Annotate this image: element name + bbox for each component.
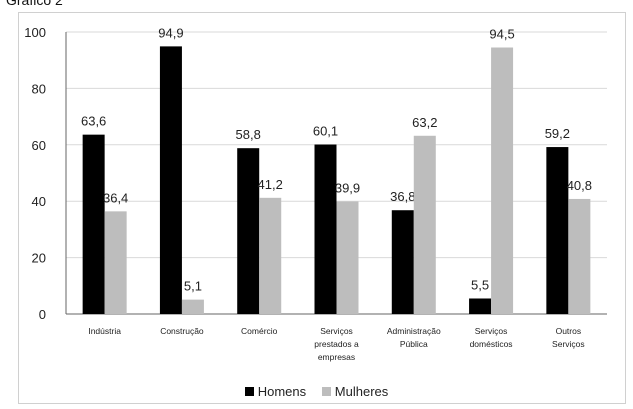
bar-mulheres [337,201,359,314]
x-tick-label: Administração [387,326,441,336]
legend-label-homens: Homens [258,384,306,399]
y-tick-label: 80 [32,81,46,96]
legend-swatch-homens [245,387,254,396]
bar-mulheres [568,199,590,314]
legend-label-mulheres: Mulheres [335,384,388,399]
data-label-mulheres: 40,8 [567,178,592,193]
data-label-homens: 59,2 [545,126,570,141]
x-tick-label: domésticos [470,339,513,349]
data-label-homens: 36,8 [390,189,415,204]
data-label-homens: 94,9 [158,25,183,40]
bar-homens [315,145,337,314]
x-tick-label: prestados a [314,339,359,349]
data-label-homens: 63,6 [81,114,106,129]
data-label-mulheres: 39,9 [335,180,360,195]
bar-mulheres [105,211,127,314]
chart-legend: Homens Mulheres [0,384,633,399]
y-tick-label: 100 [24,25,46,40]
bar-mulheres [414,136,436,314]
bar-homens [392,210,414,314]
x-tick-label: Pública [400,339,428,349]
data-label-mulheres: 36,4 [103,190,128,205]
y-tick-label: 0 [39,307,46,322]
bar-homens [83,135,105,314]
data-label-mulheres: 5,1 [184,279,202,294]
x-tick-label: Construção [160,326,204,336]
bar-homens [237,148,259,314]
y-tick-label: 60 [32,138,46,153]
data-label-homens: 60,1 [313,124,338,139]
y-tick-label: 40 [32,194,46,209]
x-tick-label: Serviços [475,326,508,336]
x-tick-label: Serviços [552,339,585,349]
bar-homens [469,298,491,314]
bar-mulheres [491,48,513,314]
legend-swatch-mulheres [322,387,331,396]
data-label-homens: 58,8 [236,127,261,142]
legend-item-homens: Homens [245,384,306,399]
x-tick-label: Indústria [88,326,121,336]
data-label-mulheres: 63,2 [412,115,437,130]
bar-mulheres [182,300,204,314]
y-tick-label: 20 [32,251,46,266]
legend-item-mulheres: Mulheres [322,384,388,399]
data-label-mulheres: 41,2 [258,177,283,192]
bar-mulheres [259,198,281,314]
data-label-mulheres: 94,5 [489,27,514,42]
x-tick-label: Outros [556,326,582,336]
x-tick-label: Serviços [320,326,353,336]
bar-homens [160,46,182,314]
bar-homens [546,147,568,314]
x-tick-label: Comércio [241,326,278,336]
x-tick-label: empresas [318,352,355,362]
data-label-homens: 5,5 [471,277,489,292]
